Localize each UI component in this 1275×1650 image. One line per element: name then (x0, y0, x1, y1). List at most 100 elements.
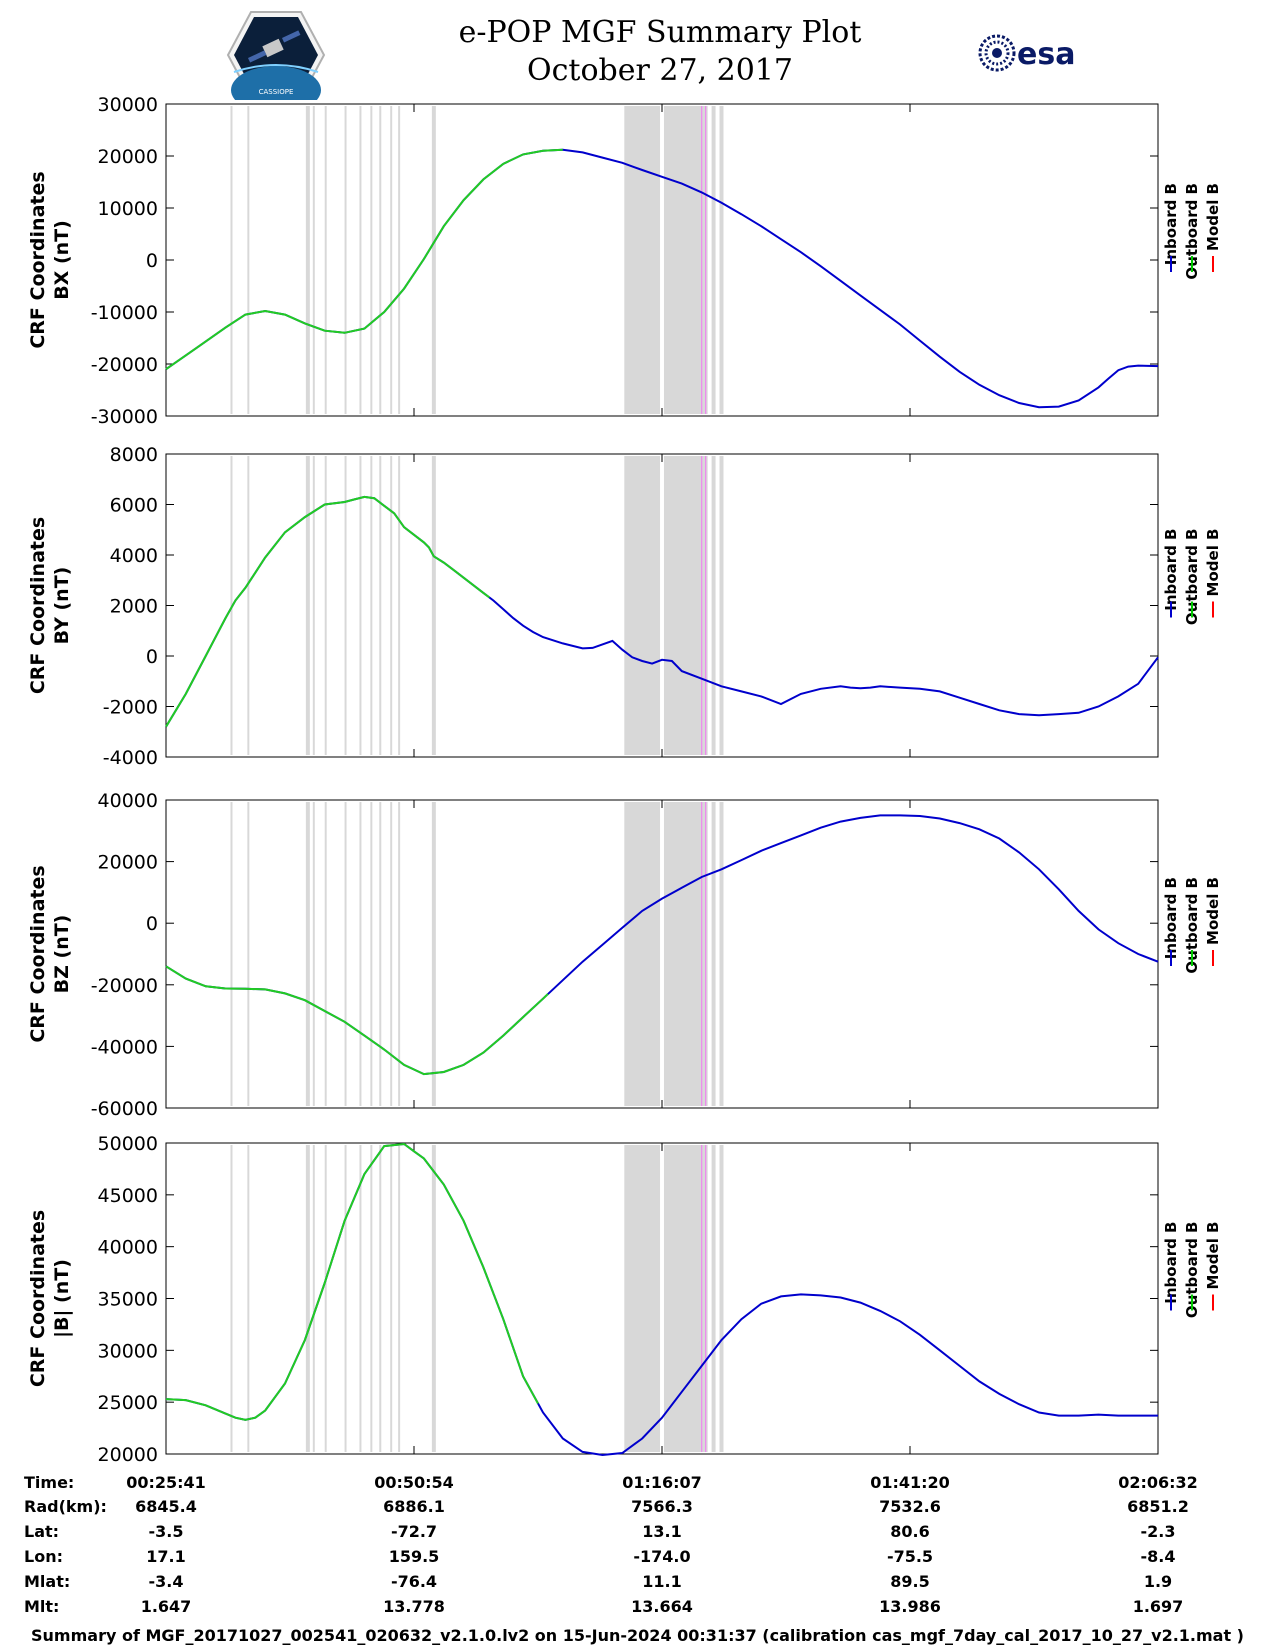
info-row-label: Mlat: (24, 1572, 70, 1591)
data-gap-band (663, 1145, 708, 1452)
info-cell: 89.5 (890, 1572, 929, 1591)
y-axis-label: CRF Coordinates BX (nT) (27, 171, 73, 348)
y-axis-label: CRF Coordinates BZ (nT) (27, 865, 73, 1042)
data-gap-band (379, 802, 382, 1106)
y-tick-label: 0 (146, 250, 158, 272)
y-tick-label: 40000 (98, 790, 158, 812)
data-gap-band (390, 456, 393, 755)
y-axis-label-line-2: BY (nT) (51, 567, 73, 645)
data-gap-band (247, 802, 250, 1106)
series-outboard-line (165, 148, 563, 371)
data-gap-band (359, 1145, 362, 1452)
data-gap-band (312, 106, 315, 414)
data-gap-band (305, 106, 310, 414)
y-axis-label-line-1: CRF Coordinates (27, 171, 49, 348)
info-cell: -76.4 (391, 1572, 437, 1591)
info-row-label: Rad(km): (24, 1497, 107, 1516)
data-gap-band (247, 456, 250, 755)
y-axis-label: CRF Coordinates BY (nT) (27, 517, 73, 694)
data-gap-band (312, 1145, 315, 1452)
info-cell: 80.6 (890, 1522, 929, 1541)
data-gap-band (390, 802, 393, 1106)
data-gap-band (359, 802, 362, 1106)
legend-label: Inboard B (1162, 529, 1180, 611)
info-cell: 7566.3 (631, 1497, 693, 1516)
data-gap-band (370, 1145, 373, 1452)
data-gap-band (324, 1145, 327, 1452)
y-tick-label: 20000 (98, 146, 158, 168)
data-gap-band (344, 106, 347, 414)
data-gap-band (230, 802, 233, 1106)
panel-4: 20000 25000 30000 35000 40000 45000 50000 CRF C… (27, 1133, 1222, 1466)
data-gap-band (390, 106, 393, 414)
data-gap-band (370, 802, 373, 1106)
data-gap-band (624, 1145, 661, 1452)
y-tick-label: 30000 (98, 94, 158, 116)
y-tick-label: 30000 (98, 1340, 158, 1362)
legend-label: Model B (1204, 183, 1222, 251)
data-gap-band (663, 802, 708, 1106)
logo-left-text: CASSIOPE (259, 88, 294, 96)
y-tick-label: -20000 (91, 975, 158, 997)
info-cell: -75.5 (887, 1547, 933, 1566)
info-cell: 17.1 (146, 1547, 185, 1566)
data-gap-band (719, 802, 724, 1106)
info-cell: 6851.2 (1127, 1497, 1189, 1516)
data-gap-band (390, 1145, 393, 1452)
data-gap-band (370, 456, 373, 755)
info-row-label: Lon: (24, 1547, 63, 1566)
info-cell: 00:50:54 (374, 1473, 454, 1492)
y-tick-label: 25000 (98, 1392, 158, 1414)
legend-label: Inboard B (1162, 1222, 1180, 1304)
legend-label: Outboard B (1183, 183, 1201, 280)
info-cell: 01:16:07 (622, 1473, 702, 1492)
data-gap-band (398, 1145, 401, 1452)
data-gap-band (663, 456, 708, 755)
info-cell: 13.778 (383, 1597, 445, 1616)
data-gap-band (324, 456, 327, 755)
info-cell: 1.647 (141, 1597, 192, 1616)
info-cell: 6845.4 (135, 1497, 197, 1516)
y-tick-label: 35000 (98, 1289, 158, 1311)
y-tick-label: 0 (146, 913, 158, 935)
logo-right-text: esa (1017, 37, 1075, 72)
data-gap-band (711, 1145, 716, 1452)
data-gap-band (344, 1145, 347, 1452)
data-gap-band (344, 802, 347, 1106)
data-gap-band (312, 802, 315, 1106)
info-cell: 1.697 (1133, 1597, 1184, 1616)
y-tick-label: 6000 (110, 495, 158, 517)
info-cell: 01:41:20 (870, 1473, 950, 1492)
data-gap-band (379, 456, 382, 755)
esa-logo-icon: esa (975, 30, 1090, 76)
info-cell: -3.5 (149, 1522, 184, 1541)
info-cell: -174.0 (633, 1547, 690, 1566)
info-cell: 11.1 (642, 1572, 681, 1591)
data-gap-band (711, 456, 716, 755)
info-cell: 13.664 (631, 1597, 693, 1616)
data-gap-band (431, 456, 436, 755)
title-line-1: e-POP MGF Summary Plot (458, 15, 862, 50)
y-axis-label: CRF Coordinates |B| (nT) (27, 1210, 73, 1387)
y-tick-label: 8000 (110, 444, 158, 466)
data-gap-band (711, 106, 716, 414)
data-gap-band (719, 456, 724, 755)
y-axis-label-line-1: CRF Coordinates (27, 517, 49, 694)
legend-label: Model B (1204, 529, 1222, 597)
panel-2: -4000 -2000 0 2000 4000 6000 8000 CRF Coordinat… (27, 444, 1222, 769)
y-axis-label-line-1: CRF Coordinates (27, 1210, 49, 1387)
data-gap-band (359, 106, 362, 414)
data-gap-band (711, 802, 716, 1106)
info-row-label: Time: (24, 1473, 74, 1492)
legend-label: Model B (1204, 1222, 1222, 1290)
data-gap-band (398, 802, 401, 1106)
cassiope-mission-patch-icon: CASSIOPE (226, 10, 326, 114)
data-gap-band (431, 106, 436, 414)
info-cell: 02:06:32 (1118, 1473, 1198, 1492)
data-gap-band (230, 1145, 233, 1452)
y-tick-label: -40000 (91, 1036, 158, 1058)
data-gap-band (431, 1145, 436, 1452)
legend-label: Model B (1204, 877, 1222, 945)
data-gap-band (624, 106, 661, 414)
